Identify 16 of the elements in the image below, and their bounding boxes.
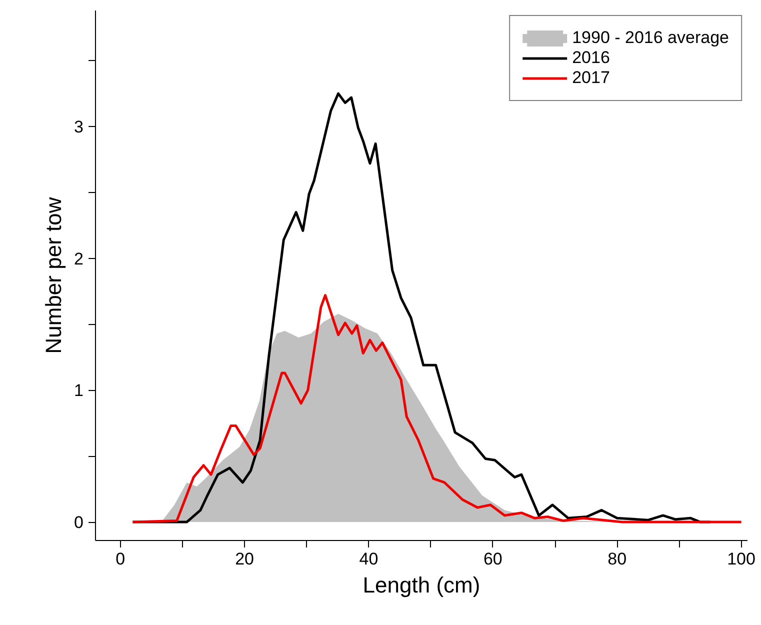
x-tick-label: 100 (727, 550, 756, 568)
x-tick-label: 60 (483, 550, 502, 568)
y-tick-label: 2 (74, 249, 84, 268)
y-axis-title: Number per tow (41, 197, 66, 354)
legend-label: 2016 (572, 48, 610, 68)
y-tick-label: 3 (74, 118, 84, 137)
x-tick-label: 40 (359, 550, 378, 568)
x-tick-label: 0 (116, 550, 126, 568)
x-axis-title: Length (cm) (362, 572, 480, 598)
y-tick-label: 0 (74, 513, 84, 532)
x-tick-label: 80 (608, 550, 627, 568)
x-tick-label: 20 (235, 550, 254, 568)
y-tick-label: 1 (74, 381, 84, 400)
legend-label: 2017 (572, 68, 610, 88)
line-series (132, 294, 743, 524)
legend-label: 1990 - 2016 average (572, 28, 729, 48)
